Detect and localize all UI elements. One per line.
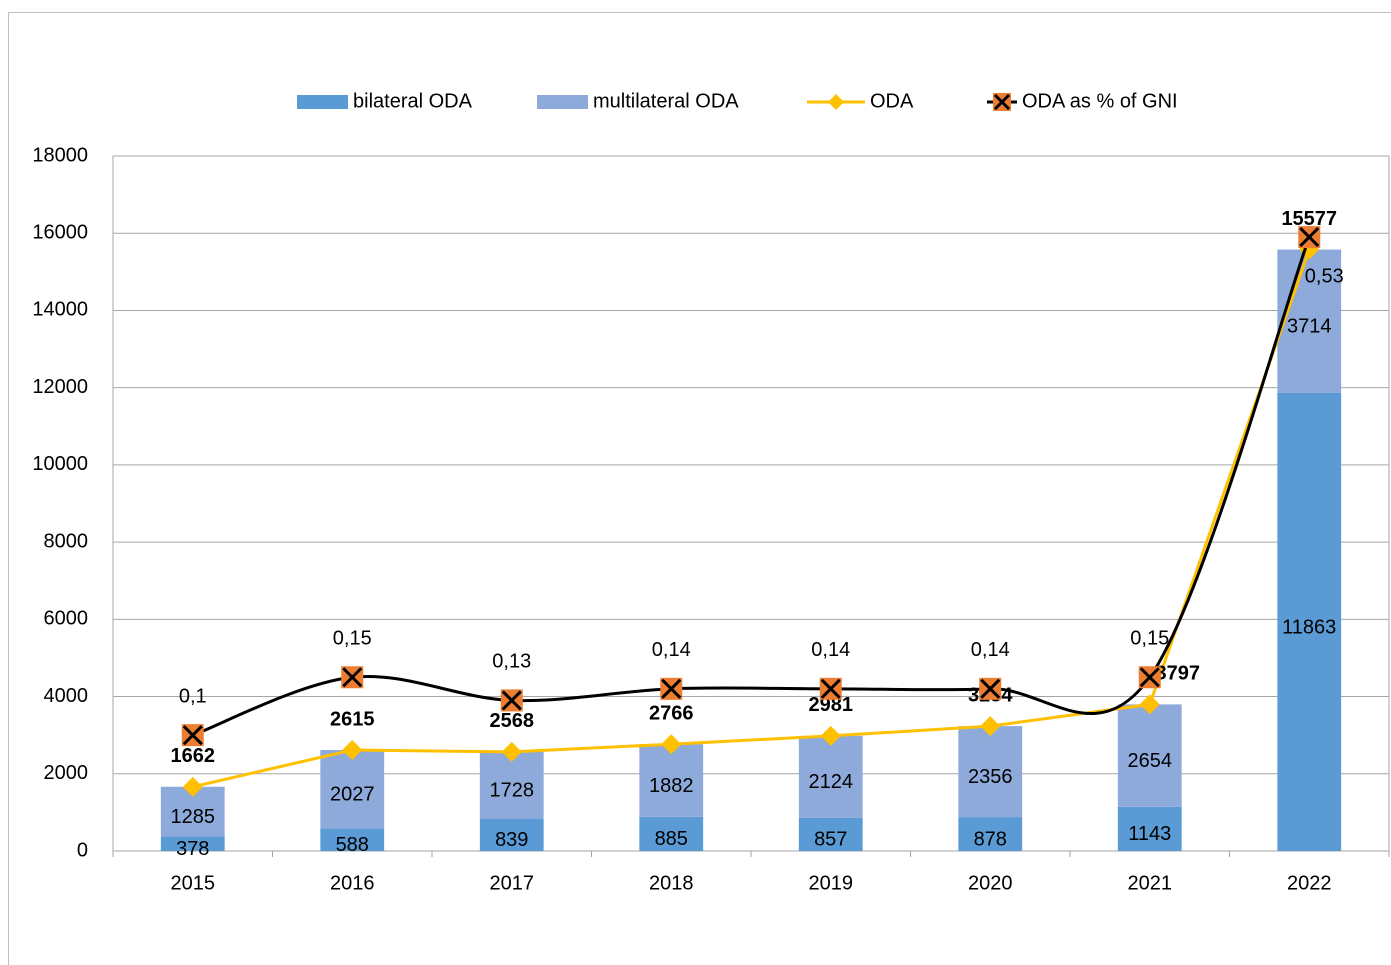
data-label: 1662 [171, 745, 216, 767]
marker-x [980, 678, 1001, 699]
bar-value-label: 588 [336, 834, 369, 856]
bar-segment [1277, 249, 1342, 393]
line-marker [342, 740, 363, 761]
bar-value-label: 1728 [490, 780, 535, 802]
legend-swatch [537, 95, 588, 109]
bar-segment [1117, 704, 1182, 807]
line-marker [980, 716, 1001, 737]
x-tick-label: 2017 [490, 872, 535, 894]
bar-value-label: 2654 [1128, 750, 1173, 772]
y-tick-label: 16000 [32, 222, 88, 244]
y-tick-label: 8000 [44, 530, 89, 552]
bar-segment [639, 816, 704, 851]
bar-segment [798, 817, 863, 851]
bar-value-label: 857 [814, 829, 847, 851]
data-label: 2615 [330, 708, 375, 730]
x-tick-label: 2022 [1287, 872, 1332, 894]
bar-value-label: 878 [974, 828, 1007, 850]
bar-segment [320, 828, 385, 851]
data-label: 2981 [809, 694, 854, 716]
bar-value-label: 2124 [809, 771, 854, 793]
legend-marker-x [993, 93, 1011, 111]
data-label: 2766 [649, 702, 694, 724]
line-marker [979, 677, 1002, 700]
line-marker [182, 776, 203, 797]
bar-value-label: 1882 [649, 775, 694, 797]
bar-value-label: 839 [495, 829, 528, 851]
y-tick-label: 10000 [32, 453, 88, 475]
y-tick-label: 2000 [44, 762, 89, 784]
bar-value-label: 1143 [1128, 823, 1171, 845]
y-tick-label: 4000 [44, 685, 89, 707]
x-tick-label: 2021 [1128, 872, 1173, 894]
legend-label: ODA as % of GNI [1022, 90, 1178, 112]
series-line [192, 236, 1311, 737]
line-marker [1138, 666, 1161, 689]
legend-label: multilateral ODA [593, 90, 739, 112]
bar-value-label: 1285 [171, 806, 216, 828]
x-tick-label: 2016 [330, 872, 375, 894]
line-marker [1139, 694, 1160, 715]
data-label: 0,15 [333, 628, 372, 650]
line-marker [181, 724, 204, 747]
y-tick-label: 18000 [32, 144, 88, 166]
y-tick-label: 14000 [32, 299, 88, 321]
marker-x [182, 725, 203, 746]
legend-label: bilateral ODA [353, 90, 473, 112]
bar-segment [958, 726, 1023, 818]
bar-value-label: 885 [655, 828, 688, 850]
bar-segment [320, 750, 385, 829]
line-marker [501, 741, 522, 762]
bar-segment [160, 836, 225, 851]
data-label: 0,14 [811, 639, 850, 661]
bar-segment [479, 751, 544, 819]
bar-segment [1277, 392, 1342, 851]
x-tick-label: 2020 [968, 872, 1013, 894]
data-label: 2568 [490, 710, 535, 732]
marker-x [501, 690, 522, 711]
data-label: 15577 [1281, 208, 1337, 230]
y-tick-label: 12000 [32, 376, 88, 398]
bar-segment [798, 735, 863, 818]
line-marker [1298, 226, 1321, 249]
x-tick-label: 2018 [649, 872, 694, 894]
marker-x [342, 667, 363, 688]
bar-segment [639, 744, 704, 817]
x-tick-label: 2015 [171, 872, 216, 894]
bar-value-label: 2356 [968, 766, 1013, 788]
bar-value-label: 2027 [330, 783, 375, 805]
bar-value-label: 378 [176, 838, 209, 860]
data-label: 0,14 [652, 639, 691, 661]
y-tick-label: 0 [77, 839, 88, 861]
data-label: 0,15 [1130, 628, 1169, 650]
line-marker [820, 725, 841, 746]
data-label: 3797 [1156, 663, 1201, 685]
bar-segment [958, 817, 1023, 851]
bar-segment [1117, 806, 1182, 851]
bar-segment [479, 818, 544, 851]
data-label: 0,1 [179, 685, 207, 707]
x-tick-label: 2019 [809, 872, 854, 894]
legend-marker [828, 94, 844, 110]
line-marker [661, 734, 682, 755]
bar-value-label: 3714 [1287, 316, 1332, 338]
legend-label: ODA [870, 90, 914, 112]
marker-x [1139, 667, 1160, 688]
line-marker [819, 677, 842, 700]
marker-x [661, 678, 682, 699]
data-label: 0,13 [492, 651, 531, 673]
data-label: 0,53 [1305, 265, 1344, 287]
line-marker [660, 677, 683, 700]
series-line [192, 249, 1311, 789]
bar-value-label: 11863 [1282, 616, 1336, 638]
data-label: 0,14 [971, 639, 1010, 661]
marker-x [820, 678, 841, 699]
marker-x [1299, 227, 1320, 248]
legend-swatch [297, 95, 348, 109]
line-marker [500, 689, 523, 712]
y-tick-label: 6000 [44, 608, 89, 630]
line-marker [341, 666, 364, 689]
